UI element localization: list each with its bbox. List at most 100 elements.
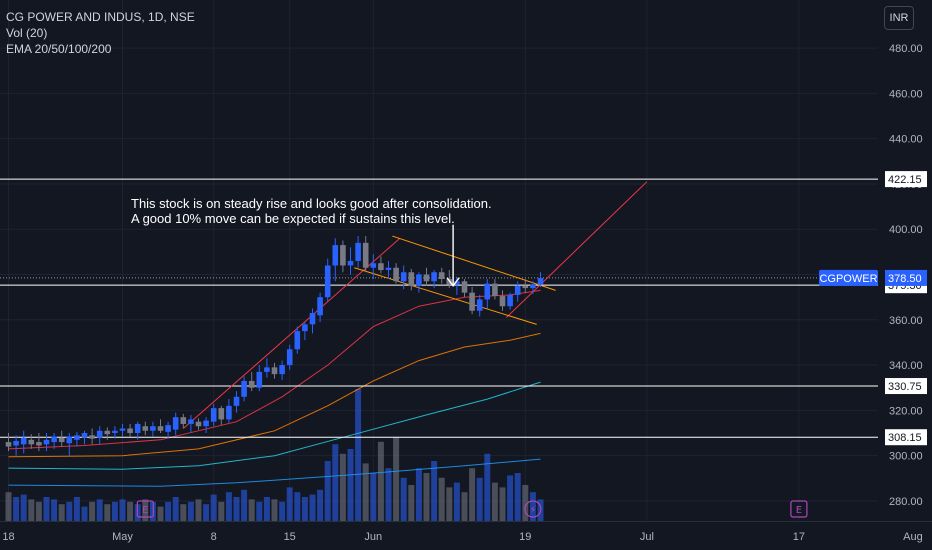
candle-body (454, 281, 460, 285)
candle-body (142, 426, 149, 431)
candle (233, 391, 240, 413)
volume-bar (529, 492, 536, 521)
candle (355, 236, 361, 268)
candle-body (165, 425, 171, 432)
candle-body (279, 365, 285, 375)
candle-body (438, 272, 445, 280)
earnings-event-icon[interactable]: E (136, 500, 154, 518)
candle-body (241, 380, 247, 397)
candle-body (431, 272, 437, 282)
time-axis-tick-label: 19 (519, 531, 531, 543)
level-price-label-bg (885, 378, 927, 395)
volume-bar (218, 501, 225, 521)
candle-body (96, 430, 103, 438)
volume-bar (248, 499, 255, 521)
price-axis-tick-label: 440.00 (889, 134, 923, 146)
event-icon-frame (524, 500, 542, 518)
candle (20, 430, 27, 454)
volume-bar (58, 504, 65, 521)
candle (294, 326, 301, 354)
candle-body (507, 294, 513, 307)
volume-bar (233, 497, 240, 521)
dividend-event-icon[interactable]: ⚡ (524, 500, 542, 518)
volume-bar (438, 477, 445, 521)
candle (180, 413, 187, 429)
candle (226, 399, 232, 423)
candle-body (370, 263, 377, 268)
time-axis-tick-label: Aug (903, 531, 923, 543)
candle-body (89, 435, 95, 439)
volume-bar (393, 437, 400, 521)
level-price-label-bg (885, 429, 927, 446)
price-axis-tick-label: 280.00 (889, 496, 923, 508)
candle-body (134, 423, 141, 434)
level-price-label: 422.15 (885, 171, 927, 188)
volume-bar (104, 504, 111, 521)
time-axis-tick-label: 17 (793, 531, 805, 543)
candle (119, 423, 126, 437)
earnings-event-icon[interactable]: E (790, 500, 808, 518)
candle-body (172, 417, 179, 430)
volume-bar (408, 485, 415, 521)
price-axis-tick-label: 400.00 (889, 224, 923, 236)
volume-bar (172, 497, 179, 521)
level-price-label-bg (885, 171, 927, 188)
volume-bar (370, 473, 377, 521)
candle-body (58, 437, 65, 443)
candle (248, 371, 255, 392)
candle-body (119, 428, 126, 431)
price-axis-tick-label: 360.00 (889, 315, 923, 327)
volume-bar (385, 468, 392, 521)
volume-bar (5, 492, 12, 521)
candle-body (157, 426, 164, 431)
volume-bar (469, 468, 476, 521)
volume-bar (286, 487, 293, 521)
candle-body (537, 277, 544, 285)
volume-indicator-label[interactable]: Vol (20) (6, 26, 48, 40)
candle-body (530, 284, 536, 289)
candle (210, 403, 217, 427)
volume-bar (187, 501, 194, 521)
volume-bar (203, 504, 210, 521)
ema-50-line (8, 332, 541, 458)
candle-body (150, 426, 156, 431)
time-axis-tick-label: 15 (284, 531, 296, 543)
candle (51, 433, 57, 449)
candle-body (226, 405, 232, 420)
candle (264, 358, 270, 378)
candle-body (469, 292, 475, 311)
horizontal-levels (0, 178, 878, 438)
candle-body (416, 274, 422, 286)
time-axis-tick-label: Jul (640, 531, 654, 543)
volume-bar (446, 487, 453, 521)
price-axis-tick-label: 480.00 (889, 43, 923, 55)
event-icon-frame (136, 500, 154, 518)
volume-bar (362, 463, 369, 521)
candle-body (74, 435, 80, 440)
candle-body (355, 242, 361, 261)
candle (5, 433, 12, 452)
candle-body (309, 313, 316, 325)
ema-indicator-label[interactable]: EMA 20/50/100/200 (6, 42, 112, 56)
candle-body (5, 442, 12, 447)
volume-bar (180, 504, 187, 521)
candle-body (385, 267, 392, 270)
currency-button[interactable]: INR (884, 6, 914, 30)
annotation-line-2: A good 10% move can be expected if susta… (131, 211, 455, 226)
candle-body (492, 283, 498, 297)
candle-body (499, 296, 506, 307)
candle-body (408, 272, 415, 286)
candle (476, 294, 483, 317)
chart-annotation-text[interactable]: This stock is on steady rise and looks g… (131, 196, 492, 226)
candle (332, 238, 339, 282)
candle (522, 279, 529, 293)
volume-bar (279, 501, 286, 521)
candle-body (317, 297, 323, 316)
candle (43, 433, 50, 452)
candle (36, 433, 42, 452)
candle (484, 279, 491, 309)
symbol-title[interactable]: CG POWER AND INDUS, 1D, NSE (6, 10, 195, 24)
event-icon-label: E (142, 505, 148, 516)
candle (89, 428, 95, 445)
